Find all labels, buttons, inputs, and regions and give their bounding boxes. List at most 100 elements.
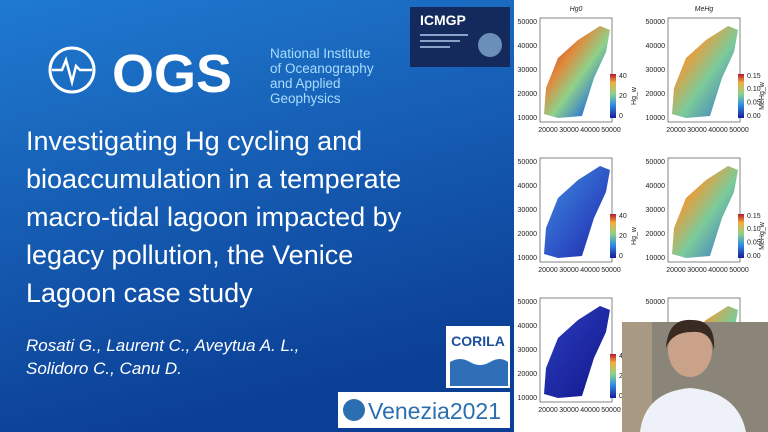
y-tick-label: 20000 xyxy=(518,231,538,238)
y-tick-label: 50000 xyxy=(646,159,666,166)
x-tick-label: 20000 xyxy=(538,267,558,274)
plot-frame xyxy=(667,17,741,123)
y-tick-label: 10000 xyxy=(518,115,538,122)
x-tick-label: 40000 xyxy=(580,407,600,414)
colorbar-tick: 0.10 xyxy=(747,86,761,93)
y-tick-label: 40000 xyxy=(518,323,538,330)
colorbar-tick: 0.00 xyxy=(747,253,761,260)
institute-line: National Institute xyxy=(270,46,371,61)
colorbar-tick: 0.10 xyxy=(747,226,761,233)
colorbar-tick: 0.15 xyxy=(747,213,761,220)
x-tick-label: 20000 xyxy=(666,127,686,134)
corila-logo: CORILA xyxy=(446,326,510,388)
colorbar-label: Hg_w xyxy=(631,226,638,245)
y-tick-label: 10000 xyxy=(518,395,538,402)
x-tick-label: 30000 xyxy=(687,267,707,274)
column-title: Hg0 xyxy=(570,6,583,13)
y-tick-label: 40000 xyxy=(518,183,538,190)
y-tick-label: 40000 xyxy=(518,43,538,50)
y-tick-label: 20000 xyxy=(646,231,666,238)
colorbar xyxy=(610,214,616,258)
x-tick-label: 20000 xyxy=(666,267,686,274)
colorbar-tick: 20 xyxy=(619,93,627,100)
y-tick-label: 10000 xyxy=(646,115,666,122)
logo-globe xyxy=(48,46,96,94)
y-tick-label: 20000 xyxy=(518,371,538,378)
webcam-video xyxy=(622,319,768,432)
colorbar xyxy=(738,214,744,258)
y-tick-label: 40000 xyxy=(646,183,666,190)
colorbar-tick: 20 xyxy=(619,233,627,240)
colorbar-tick: 0.15 xyxy=(747,73,761,80)
lagoon-map xyxy=(672,166,738,258)
colorbar-tick: 0 xyxy=(619,113,623,120)
x-tick-label: 50000 xyxy=(601,127,621,134)
ogs-logo: OGS National Institute of Oceanography a… xyxy=(48,44,374,106)
colorbar-tick: 0 xyxy=(619,253,623,260)
title-line: Lagoon case study xyxy=(26,278,253,308)
title-line: macro-tidal lagoon impacted by xyxy=(26,202,402,232)
slide-title: Investigating Hg cycling and bioaccumula… xyxy=(26,126,402,308)
y-tick-label: 50000 xyxy=(518,159,538,166)
y-tick-label: 20000 xyxy=(646,91,666,98)
colorbar-label: MeHg_w xyxy=(759,81,766,110)
y-tick-label: 30000 xyxy=(646,207,666,214)
webcam-hair xyxy=(666,319,715,350)
y-tick-label: 20000 xyxy=(518,91,538,98)
y-tick-label: 50000 xyxy=(646,299,666,306)
x-tick-label: 50000 xyxy=(601,267,621,274)
venezia-text: Venezia2021 xyxy=(368,398,501,424)
colorbar-tick: 0.05 xyxy=(747,100,761,107)
institute-line: of Oceanography xyxy=(270,61,374,76)
x-tick-label: 50000 xyxy=(601,407,621,414)
institute-line: Geophysics xyxy=(270,91,341,106)
badge-line xyxy=(420,34,468,36)
plot-frame xyxy=(667,157,741,263)
y-tick-label: 30000 xyxy=(518,67,538,74)
authors: Rosati G., Laurent C., Aveytua A. L., So… xyxy=(26,336,299,378)
title-line: Investigating Hg cycling and xyxy=(26,126,362,156)
lagoon-map xyxy=(672,26,738,118)
x-tick-label: 30000 xyxy=(559,127,579,134)
corila-waves xyxy=(450,359,508,386)
y-tick-label: 30000 xyxy=(646,67,666,74)
x-tick-label: 30000 xyxy=(687,127,707,134)
y-tick-label: 40000 xyxy=(646,43,666,50)
colorbar-tick: 0.05 xyxy=(747,240,761,247)
badge-line xyxy=(420,46,450,48)
y-tick-label: 10000 xyxy=(646,255,666,262)
plot-frame xyxy=(539,17,613,123)
colorbar-label: MeHg_w xyxy=(759,221,766,250)
badge-title: ICMGP xyxy=(420,12,466,28)
y-tick-label: 50000 xyxy=(646,19,666,26)
colorbar-tick: 0.00 xyxy=(747,113,761,120)
y-tick-label: 30000 xyxy=(518,347,538,354)
x-tick-label: 40000 xyxy=(708,267,728,274)
colorbar-tick: 0 xyxy=(619,393,623,400)
y-tick-label: 30000 xyxy=(518,207,538,214)
author-line: Rosati G., Laurent C., Aveytua A. L., xyxy=(26,336,299,355)
lagoon-map xyxy=(544,306,610,398)
webcam-shirt xyxy=(640,388,746,432)
x-tick-label: 30000 xyxy=(559,267,579,274)
y-tick-label: 10000 xyxy=(518,255,538,262)
colorbar-label: Hg_w xyxy=(631,86,638,105)
lagoon-map xyxy=(544,26,610,118)
y-tick-label: 50000 xyxy=(518,19,538,26)
column-title: MeHg xyxy=(695,6,714,13)
institute-line: and Applied xyxy=(270,76,341,91)
badge-globe xyxy=(478,33,502,57)
colorbar-tick: 40 xyxy=(619,73,627,80)
logo-wave xyxy=(52,56,92,87)
title-line: legacy pollution, the Venice xyxy=(26,240,353,270)
x-tick-label: 30000 xyxy=(559,407,579,414)
venezia-icon xyxy=(343,399,365,421)
webcam-face xyxy=(668,323,712,377)
colorbar xyxy=(610,354,616,398)
venezia-box xyxy=(338,392,510,428)
y-tick-label: 50000 xyxy=(518,299,538,306)
colorbar-tick: 40 xyxy=(619,213,627,220)
corila-text: CORILA xyxy=(451,333,505,349)
